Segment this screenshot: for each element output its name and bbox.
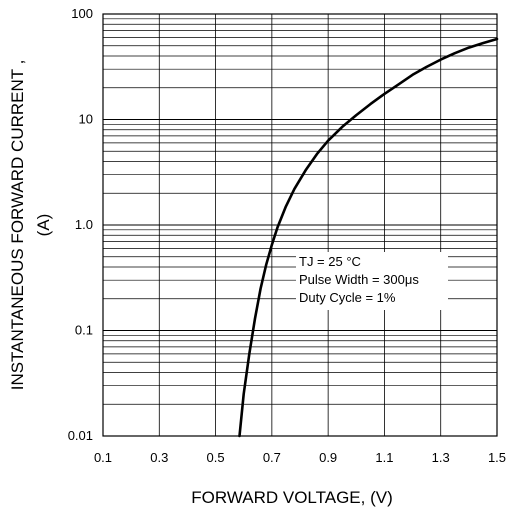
x-tick-label: 0.5 — [207, 450, 225, 465]
y-tick-label: 0.1 — [75, 323, 93, 338]
y-tick-label: 1.0 — [75, 217, 93, 232]
conditions-annotation: TJ = 25 °C Pulse Width = 300μs Duty Cycl… — [296, 252, 448, 310]
y-axis-title-line-1: INSTANTANEOUS FORWARD CURRENT , — [8, 60, 27, 391]
x-tick-label: 1.3 — [432, 450, 450, 465]
x-tick-label: 0.1 — [94, 450, 112, 465]
series-line-0 — [238, 37, 499, 438]
annotation-line-1: TJ = 25 °C — [299, 254, 361, 269]
x-tick-label: 1.5 — [488, 450, 506, 465]
annotation-background — [296, 252, 448, 310]
y-tick-label: 0.01 — [68, 428, 93, 443]
series-group — [238, 37, 499, 438]
y-tick-label: 10 — [79, 112, 93, 127]
x-tick-label: 0.9 — [319, 450, 337, 465]
y-tick-labels: 0.01 0.1 1.0 10 100 — [68, 6, 93, 443]
x-tick-label: 0.7 — [263, 450, 281, 465]
annotation-line-2: Pulse Width = 300μs — [299, 272, 419, 287]
y-tick-label: 100 — [71, 6, 93, 21]
x-tick-label: 1.1 — [375, 450, 393, 465]
plot-frame — [102, 13, 498, 437]
x-tick-label: 0.3 — [150, 450, 168, 465]
grid-lines — [102, 14, 498, 437]
y-axis-title-line-2: (A) — [34, 214, 53, 237]
annotation-line-3: Duty Cycle = 1% — [299, 290, 396, 305]
x-axis-title: FORWARD VOLTAGE, (V) — [191, 488, 393, 507]
x-tick-labels: 0.1 0.3 0.5 0.7 0.9 1.1 1.3 1.5 — [94, 450, 506, 465]
